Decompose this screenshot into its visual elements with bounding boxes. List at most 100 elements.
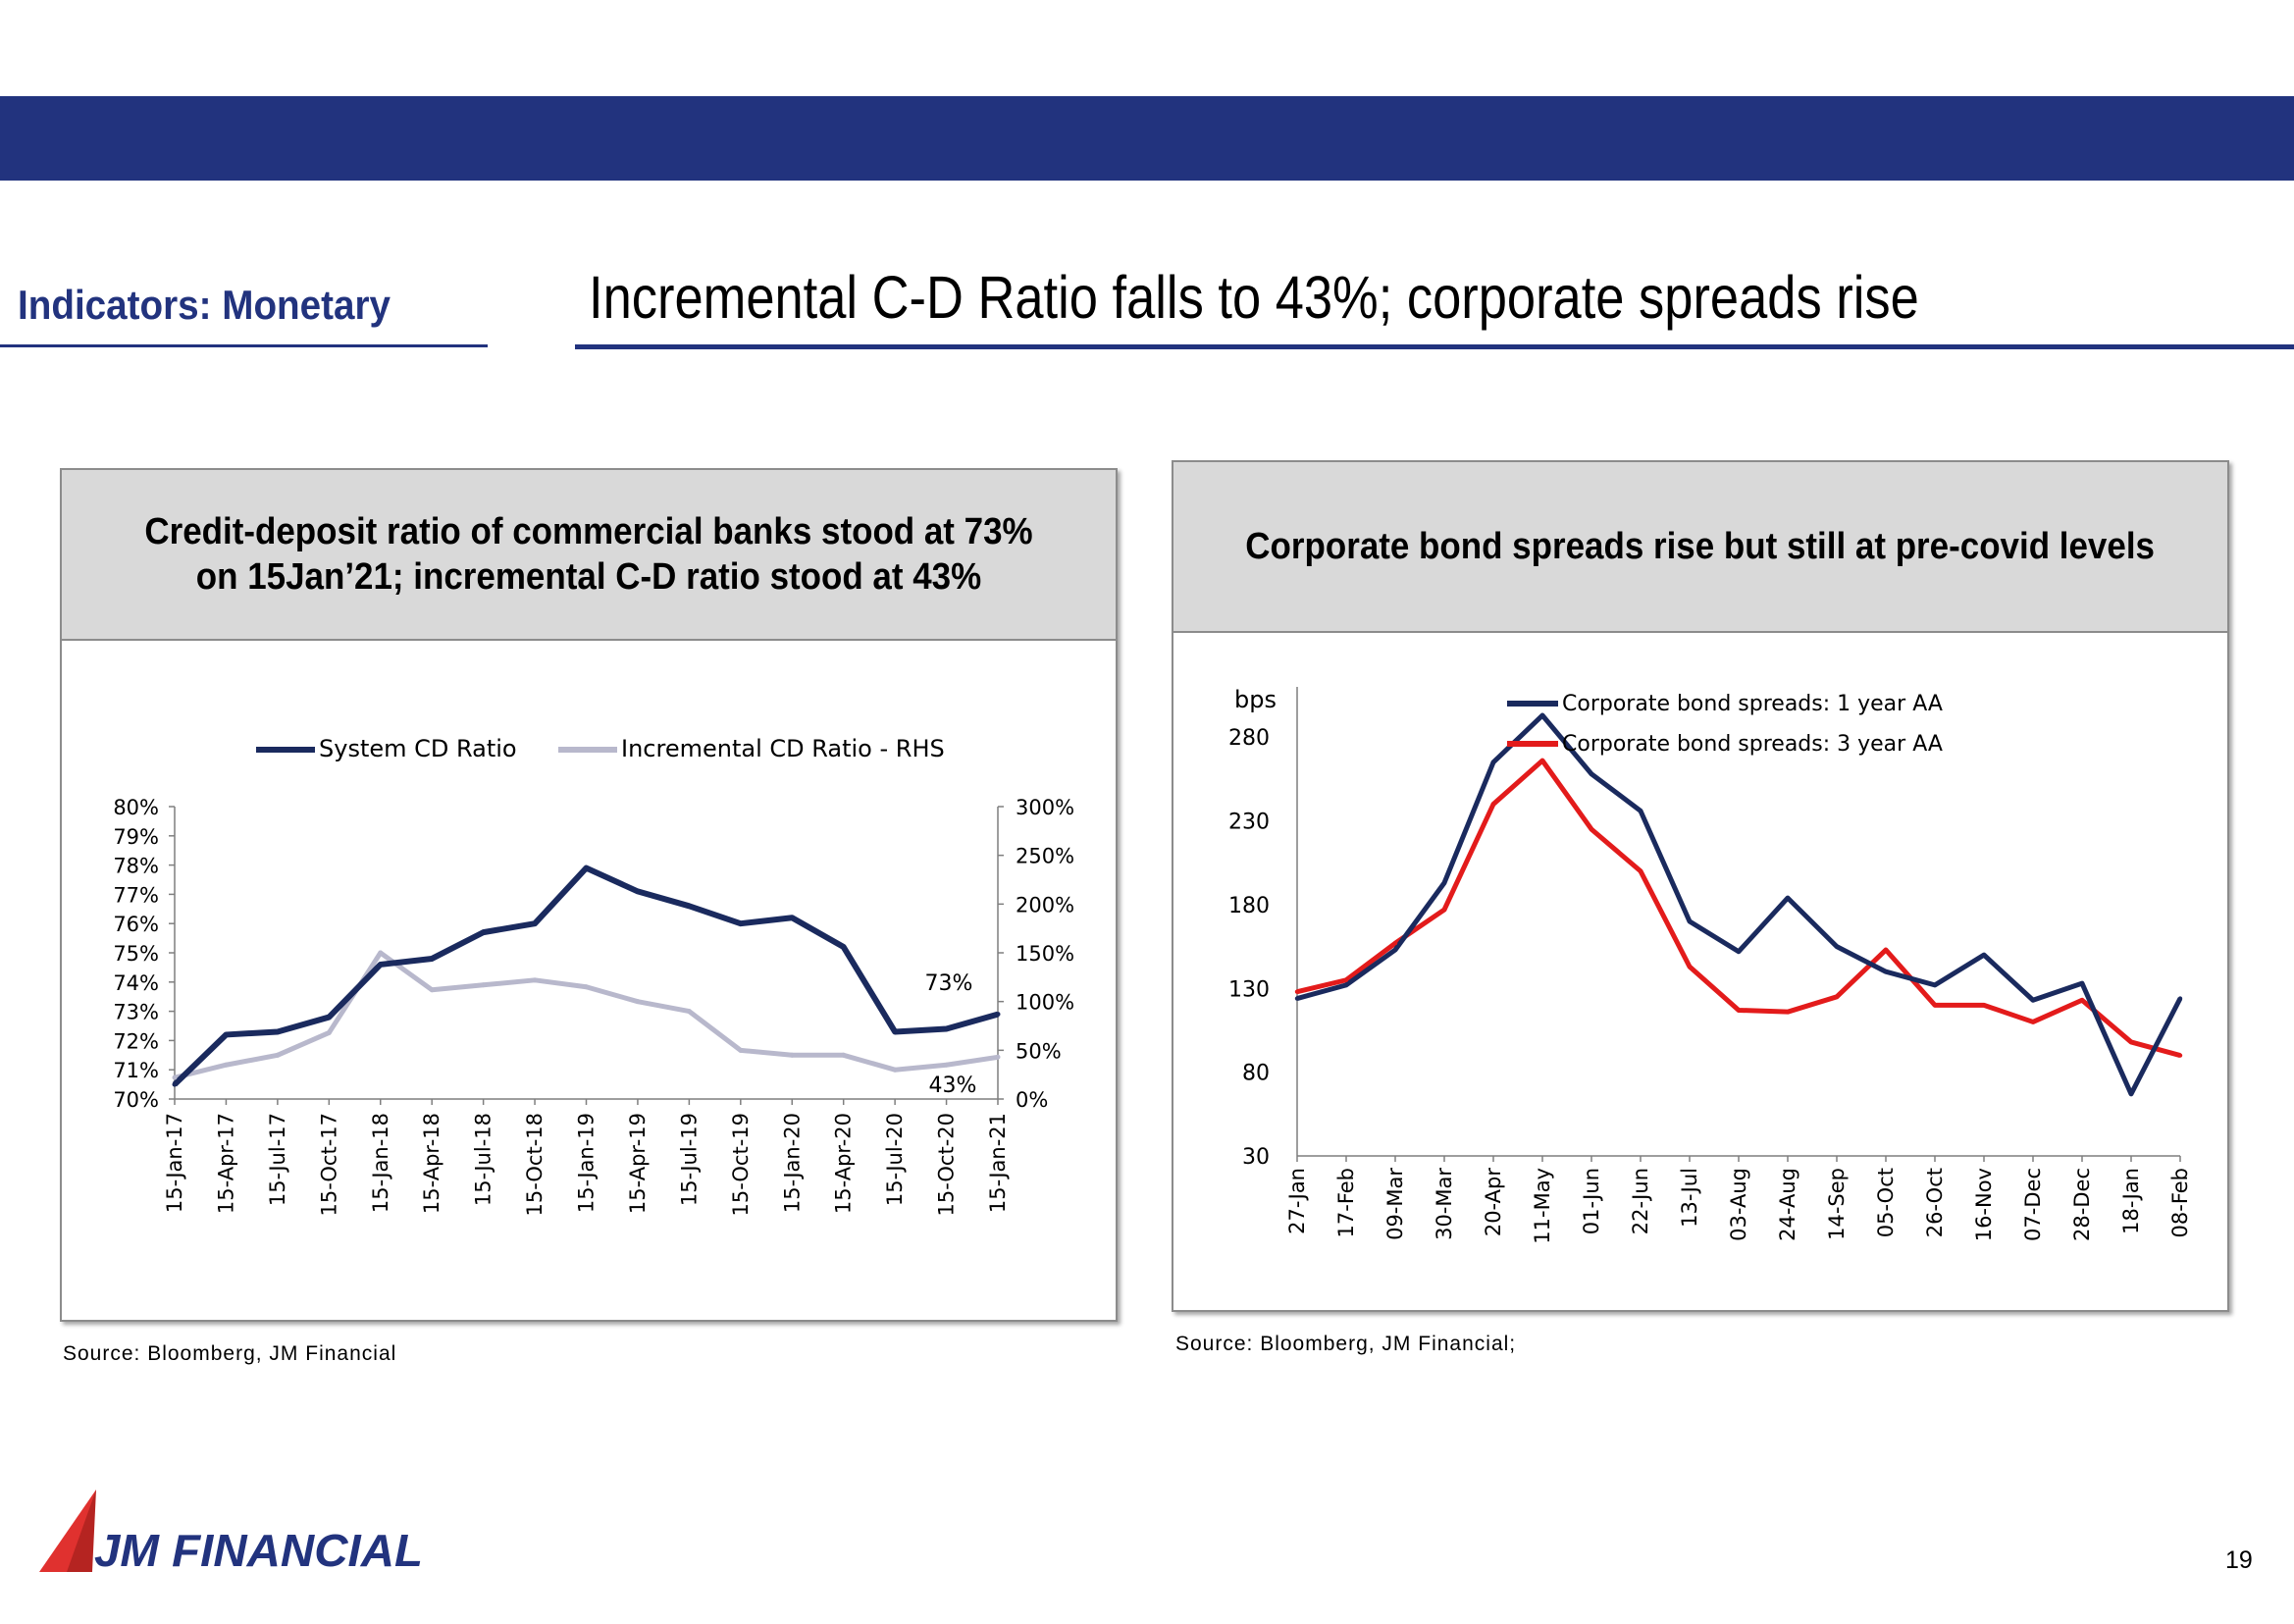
cd-ratio-chart-title: Credit-deposit ratio of commercial banks… xyxy=(62,470,1116,641)
incremental-cd-ratio-point xyxy=(429,987,435,993)
cd-ratio-title-line1: Credit-deposit ratio of commercial banks… xyxy=(144,511,1033,552)
logo-text: JM FINANCIAL xyxy=(94,1525,423,1574)
spread-1y-aa-point xyxy=(1981,952,1987,958)
spread-1y-aa-point xyxy=(1441,880,1447,885)
incremental-cd-ratio-point xyxy=(275,1052,281,1058)
x-tick-label: 30-Mar xyxy=(1433,1168,1456,1240)
x-tick-label: 15-Oct-20 xyxy=(935,1113,959,1217)
system-cd-ratio-point xyxy=(789,915,795,920)
x-tick-label: 18-Jan xyxy=(2119,1168,2143,1234)
incremental-cd-ratio-point xyxy=(378,950,384,956)
left-y-tick-label: 78% xyxy=(113,855,159,878)
x-tick-label: 03-Aug xyxy=(1727,1168,1750,1241)
x-tick-label: 15-Oct-18 xyxy=(523,1113,547,1217)
system-cd-ratio-point xyxy=(326,1015,332,1021)
incremental-cd-ratio-line xyxy=(174,950,999,1080)
x-tick-label: 15-Oct-17 xyxy=(317,1113,340,1217)
right-source-note: Source: Bloomberg, JM Financial; xyxy=(1175,1333,1517,1355)
spread-3y-aa-point xyxy=(1883,947,1889,953)
spread-1y-aa-point xyxy=(1589,771,1594,776)
x-tick-label: 15-Apr-20 xyxy=(832,1113,856,1214)
legend-label-incremental-cd: Incremental CD Ratio - RHS xyxy=(621,735,945,762)
y-tick-label: 230 xyxy=(1228,811,1270,835)
incremental-cd-ratio-point xyxy=(481,982,487,988)
spread-1y-aa-point xyxy=(1490,760,1496,765)
spread-1y-aa-point xyxy=(1834,944,1840,949)
right-y-tick-label: 150% xyxy=(1016,942,1074,966)
spread-1y-aa-point xyxy=(1883,969,1889,974)
bond-spreads-chart-panel: Corporate bond spreads rise but still at… xyxy=(1172,460,2229,1312)
x-tick-label: 24-Aug xyxy=(1776,1168,1799,1241)
cd-ratio-chart-panel: Credit-deposit ratio of commercial banks… xyxy=(60,468,1118,1322)
incremental-cd-ratio-point xyxy=(584,984,589,990)
system-cd-ratio-point xyxy=(275,1028,281,1034)
spread-3y-aa-point xyxy=(1343,977,1349,982)
spread-3y-aa-point xyxy=(1834,994,1840,1000)
spread-3y-aa-point xyxy=(1687,964,1693,969)
y-tick-label: 130 xyxy=(1228,977,1270,1002)
right-y-tick-label: 50% xyxy=(1016,1039,1062,1063)
spread-1y-aa-point xyxy=(2128,1091,2134,1097)
system-cd-ratio-point xyxy=(481,929,487,935)
x-tick-label: 08-Feb xyxy=(2168,1168,2192,1237)
y-tick-label: 30 xyxy=(1242,1145,1270,1170)
legend-label-3y-aa: Corporate bond spreads: 3 year AA xyxy=(1562,732,1943,757)
x-tick-label: 01-Jun xyxy=(1580,1168,1603,1234)
spread-3y-aa-point xyxy=(1785,1009,1791,1015)
slide-headline: Incremental C-D Ratio falls to 43%; corp… xyxy=(589,264,1919,331)
system-cd-ratio-point xyxy=(532,920,538,926)
x-tick-label: 20-Apr xyxy=(1482,1168,1505,1237)
x-tick-label: 15-Jul-18 xyxy=(472,1113,495,1206)
spread-1y-aa-point xyxy=(1687,918,1693,924)
y-tick-label: 80 xyxy=(1242,1062,1270,1086)
left-y-tick-label: 72% xyxy=(113,1029,159,1053)
x-tick-label: 28-Dec xyxy=(2070,1168,2094,1241)
spread-1y-aa-point xyxy=(2030,998,2036,1003)
bond-spreads-title-text: Corporate bond spreads rise but still at… xyxy=(1245,525,2156,567)
system-cd-ratio-point xyxy=(841,944,847,950)
spread-3y-aa-point xyxy=(2030,1020,2036,1024)
annotation-43: 43% xyxy=(929,1074,977,1098)
incremental-cd-ratio-point xyxy=(841,1052,847,1058)
section-title-underline xyxy=(0,344,488,347)
y-tick-label: 280 xyxy=(1228,726,1270,751)
spread-3y-aa-point xyxy=(1932,1003,1938,1008)
y-axis-unit-label: bps xyxy=(1234,686,1277,713)
legend-label-system-cd: System CD Ratio xyxy=(319,735,517,762)
bond-spreads-chart: bps 30 80 130 180 230 280 27-Jan 17-Feb 09-Mar 30-… xyxy=(1228,686,2192,1244)
section-title: Indicators: Monetary xyxy=(18,282,391,328)
spread-1y-aa-line xyxy=(1296,712,2183,1097)
system-cd-ratio-point xyxy=(738,920,744,926)
spread-1y-aa-point xyxy=(1294,996,1300,1001)
bond-spreads-chart-title: Corporate bond spreads rise but still at… xyxy=(1173,462,2227,633)
spread-3y-aa-point xyxy=(1589,826,1594,832)
right-y-tick-label: 0% xyxy=(1016,1088,1048,1112)
right-y-tick-label: 300% xyxy=(1016,796,1074,819)
left-y-tick-label: 71% xyxy=(113,1059,159,1082)
x-tick-label: 15-Oct-19 xyxy=(729,1113,753,1217)
headline-underline xyxy=(575,344,2294,349)
spread-3y-aa-point xyxy=(1441,907,1447,913)
spread-3y-aa-point xyxy=(1736,1008,1742,1013)
spread-1y-aa-point xyxy=(1539,712,1545,718)
logo-mark-shade-icon xyxy=(67,1490,96,1572)
x-tick-label: 15-Apr-19 xyxy=(626,1113,650,1214)
annotation-73: 73% xyxy=(925,971,973,996)
top-brand-bar xyxy=(0,96,2294,181)
system-cd-ratio-point xyxy=(686,903,692,909)
spread-1y-aa-point xyxy=(1638,809,1643,813)
left-source-note: Source: Bloomberg, JM Financial xyxy=(63,1342,397,1365)
x-tick-label: 16-Nov xyxy=(1972,1168,1996,1241)
cd-ratio-title-line2: on 15Jan’21; incremental C-D ratio stood… xyxy=(195,556,982,598)
cd-ratio-chart: 70% 71% 72% 73% 74% 75% 76% 77% 78% 79% 80% 0% 50% 10… xyxy=(113,735,1074,1217)
x-tick-label: 15-Jul-20 xyxy=(883,1113,907,1206)
x-tick-label: 14-Sep xyxy=(1825,1168,1849,1240)
system-cd-ratio-point xyxy=(892,1028,898,1034)
spread-3y-aa-point xyxy=(1392,940,1398,946)
left-y-tick-label: 70% xyxy=(113,1088,159,1112)
right-y-tick-label: 200% xyxy=(1016,893,1074,917)
spread-1y-aa-point xyxy=(2177,996,2183,1001)
x-tick-label: 22-Jun xyxy=(1629,1168,1652,1234)
spread-1y-aa-point xyxy=(1343,982,1349,988)
x-tick-label: 11-May xyxy=(1531,1168,1554,1244)
